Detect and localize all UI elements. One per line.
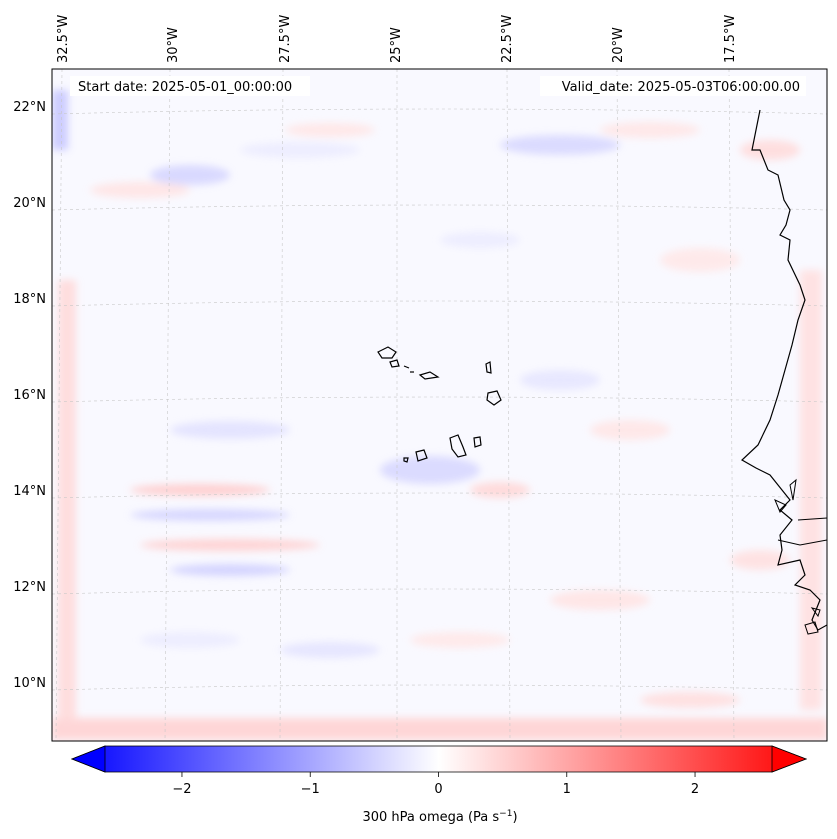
map-frame	[51, 68, 828, 742]
longitude-labels: 32.5°W 30°W 27.5°W 25°W 22.5°W 20°W 17.5…	[56, 15, 738, 63]
lon-label: 30°W	[166, 27, 181, 63]
start-date-label: Start date: 2025-05-01_00:00:00	[78, 80, 292, 95]
colorbar-tick-label: 0	[434, 782, 442, 797]
lat-label: 12°N	[13, 580, 46, 595]
lon-label: 17.5°W	[723, 15, 738, 63]
colorbar-tick-label: −1	[301, 782, 320, 797]
lon-label: 32.5°W	[56, 15, 71, 63]
lat-label: 22°N	[13, 100, 46, 115]
lat-label: 16°N	[13, 388, 46, 403]
colorbar-extend-high	[771, 745, 808, 773]
omega-field	[52, 69, 827, 741]
colorbar-tick-label: −2	[172, 782, 191, 797]
graticule	[52, 69, 827, 741]
latitude-labels: 22°N 20°N 18°N 16°N 14°N 12°N 10°N	[13, 100, 46, 691]
colorbar-ticks: −2 −1 0 1 2	[172, 772, 699, 797]
lat-label: 18°N	[13, 292, 46, 307]
lat-label: 14°N	[13, 484, 46, 499]
lat-label: 20°N	[13, 196, 46, 211]
colorbar: −2 −1 0 1 2 300 hPa omega (Pa s−1)	[70, 745, 808, 825]
colorbar-bar	[70, 745, 808, 773]
colorbar-label: 300 hPa omega (Pa s−1)	[362, 809, 517, 825]
colorbar-tick-label: 2	[691, 782, 699, 797]
start-date-box	[70, 76, 310, 96]
cape-verde-islands	[377, 346, 502, 463]
lon-label: 22.5°W	[500, 15, 515, 63]
lat-label: 10°N	[13, 676, 46, 691]
valid-date-box	[540, 76, 806, 96]
lon-label: 27.5°W	[278, 15, 293, 63]
lon-label: 20°W	[611, 27, 626, 63]
lon-label: 25°W	[389, 27, 404, 63]
colorbar-extend-low	[70, 745, 106, 773]
colorbar-tick-label: 1	[563, 782, 571, 797]
coastline-africa	[740, 109, 827, 631]
valid-date-label: Valid_date: 2025-05-03T06:00:00.00	[562, 80, 800, 95]
